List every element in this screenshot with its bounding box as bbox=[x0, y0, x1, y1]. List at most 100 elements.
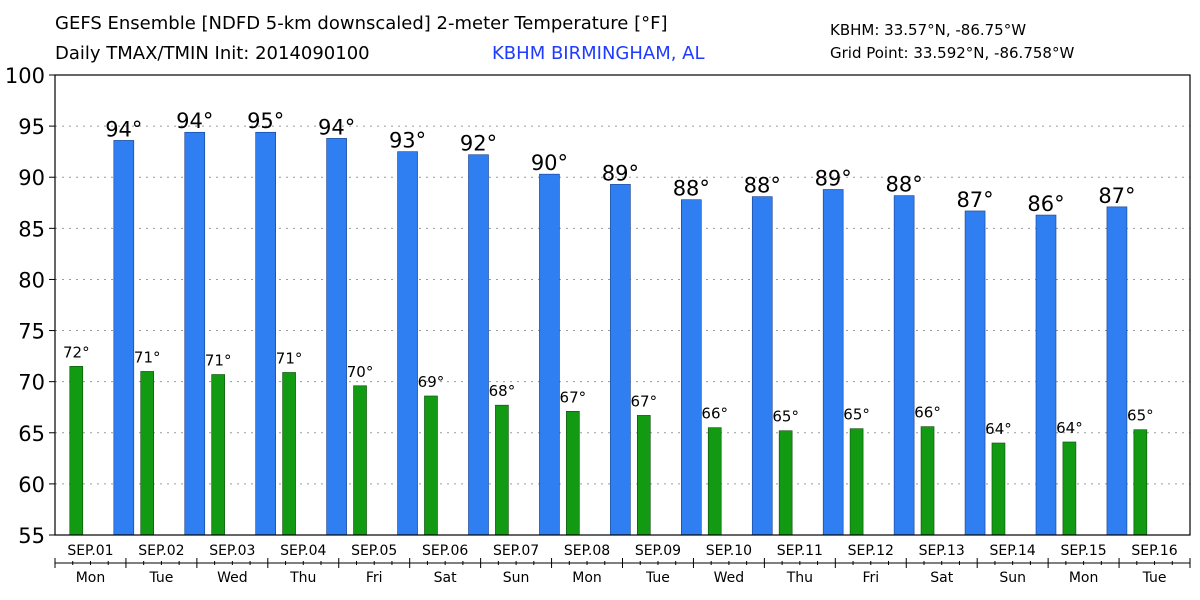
tmin-bar bbox=[424, 395, 438, 536]
date-label: SEP.05 bbox=[351, 543, 397, 559]
tmin-data-label: 71° bbox=[205, 352, 232, 370]
station-coords: KBHM: 33.57°N, -86.75°W bbox=[830, 21, 1027, 39]
tmin-bar bbox=[1133, 429, 1148, 536]
tmin-data-label: 70° bbox=[347, 363, 374, 381]
y-tick-label: 100 bbox=[5, 64, 45, 88]
grid-point-coords: Grid Point: 33.592°N, -86.758°W bbox=[830, 44, 1075, 62]
plot-frame bbox=[54, 74, 1191, 536]
tmin-bar bbox=[707, 427, 722, 536]
tmax-bar bbox=[964, 210, 986, 536]
tmin-data-label: 66° bbox=[701, 405, 728, 423]
weekday-label: Tue bbox=[645, 570, 670, 586]
weekday-label: Thu bbox=[289, 570, 316, 586]
date-label: SEP.06 bbox=[422, 543, 468, 559]
tmin-bar bbox=[211, 374, 225, 536]
tmin-bar bbox=[991, 442, 1006, 536]
tmin-data-label: 64° bbox=[985, 420, 1012, 438]
tmin-bar bbox=[69, 366, 84, 536]
tmax-bar bbox=[610, 184, 631, 536]
date-label: SEP.09 bbox=[635, 543, 681, 559]
y-tick-label: 75 bbox=[18, 320, 45, 344]
tmin-data-label: 71° bbox=[134, 348, 161, 366]
tmax-data-label: 87° bbox=[1098, 184, 1135, 208]
weekday-label: Tue bbox=[148, 570, 173, 586]
tmin-bar bbox=[282, 372, 296, 536]
tmin-data-label: 67° bbox=[560, 388, 587, 406]
date-label: SEP.04 bbox=[280, 543, 326, 559]
tmax-bar bbox=[1106, 206, 1128, 536]
y-tick-label: 85 bbox=[18, 217, 45, 241]
tmax-bar bbox=[326, 138, 347, 536]
tmax-bar bbox=[822, 189, 844, 536]
tmin-data-label: 64° bbox=[1056, 419, 1083, 437]
tmin-bar bbox=[566, 411, 580, 536]
tmin-bar bbox=[920, 426, 935, 536]
tmin-bar bbox=[849, 428, 864, 536]
y-tick-label: 55 bbox=[18, 524, 45, 548]
date-label: SEP.12 bbox=[848, 543, 894, 559]
tmin-data-label: 66° bbox=[914, 404, 941, 422]
y-tick-label: 95 bbox=[18, 115, 45, 139]
date-label: SEP.01 bbox=[67, 543, 113, 559]
tmax-bar bbox=[184, 131, 206, 536]
tmax-bar bbox=[681, 199, 702, 536]
tmax-bar bbox=[397, 151, 418, 536]
tmax-data-label: 88° bbox=[673, 177, 710, 201]
tmax-data-label: 94° bbox=[176, 109, 213, 133]
date-label: SEP.15 bbox=[1060, 543, 1106, 559]
chart-title: GEFS Ensemble [NDFD 5-km downscaled] 2-m… bbox=[55, 13, 668, 34]
location-label: KBHM BIRMINGHAM, AL bbox=[492, 43, 705, 64]
weekday-label: Thu bbox=[786, 570, 813, 586]
tmax-bar bbox=[893, 195, 915, 536]
date-label: SEP.03 bbox=[209, 543, 255, 559]
tmax-data-label: 90° bbox=[531, 151, 568, 175]
tmin-bar bbox=[140, 371, 155, 536]
tmax-bar bbox=[1035, 214, 1057, 536]
tmax-data-label: 95° bbox=[247, 109, 284, 133]
date-label: SEP.08 bbox=[564, 543, 610, 559]
date-label: SEP.14 bbox=[990, 543, 1036, 559]
tmax-data-label: 94° bbox=[318, 115, 355, 139]
tmin-data-label: 65° bbox=[843, 406, 870, 424]
weekday-label: Sun bbox=[503, 570, 530, 586]
tmin-data-label: 71° bbox=[276, 349, 303, 367]
date-label: SEP.13 bbox=[919, 543, 965, 559]
tmin-data-label: 67° bbox=[630, 392, 657, 410]
tmax-data-label: 89° bbox=[815, 166, 852, 190]
tmax-bar bbox=[113, 140, 135, 536]
chart-subtitle: Daily TMAX/TMIN Init: 2014090100 bbox=[55, 43, 370, 64]
date-label: SEP.02 bbox=[138, 543, 184, 559]
tmax-data-label: 87° bbox=[956, 188, 993, 212]
y-tick-label: 70 bbox=[18, 371, 45, 395]
weekday-label: Wed bbox=[217, 570, 248, 586]
tmin-data-label: 69° bbox=[418, 373, 445, 391]
tmin-data-label: 68° bbox=[489, 382, 516, 400]
tmax-bar bbox=[751, 196, 773, 536]
tmax-data-label: 88° bbox=[886, 173, 923, 197]
y-tick-label: 60 bbox=[18, 473, 45, 497]
tmin-bar bbox=[495, 404, 509, 536]
tmax-data-label: 92° bbox=[460, 132, 497, 156]
weekday-label: Sun bbox=[999, 570, 1026, 586]
tmax-data-label: 94° bbox=[105, 117, 142, 141]
tmin-bar bbox=[778, 430, 793, 536]
tmax-data-label: 89° bbox=[602, 161, 639, 185]
y-tick-label: 65 bbox=[18, 422, 45, 446]
date-label: SEP.07 bbox=[493, 543, 539, 559]
weekday-label: Fri bbox=[862, 570, 879, 586]
tmin-bar bbox=[636, 415, 651, 536]
weekday-label: Mon bbox=[1069, 570, 1099, 586]
tmin-data-label: 65° bbox=[772, 408, 799, 426]
date-label: SEP.16 bbox=[1131, 543, 1177, 559]
weekday-label: Wed bbox=[714, 570, 745, 586]
weekday-label: Tue bbox=[1142, 570, 1167, 586]
tmin-bar bbox=[1062, 441, 1077, 536]
tmax-data-label: 86° bbox=[1027, 192, 1064, 216]
weekday-label: Fri bbox=[366, 570, 383, 586]
tmax-bar bbox=[468, 154, 489, 536]
tmax-bar bbox=[255, 131, 276, 536]
tmin-data-label: 65° bbox=[1127, 407, 1154, 425]
tmin-bar bbox=[353, 385, 367, 536]
weekday-label: Sat bbox=[930, 570, 953, 586]
